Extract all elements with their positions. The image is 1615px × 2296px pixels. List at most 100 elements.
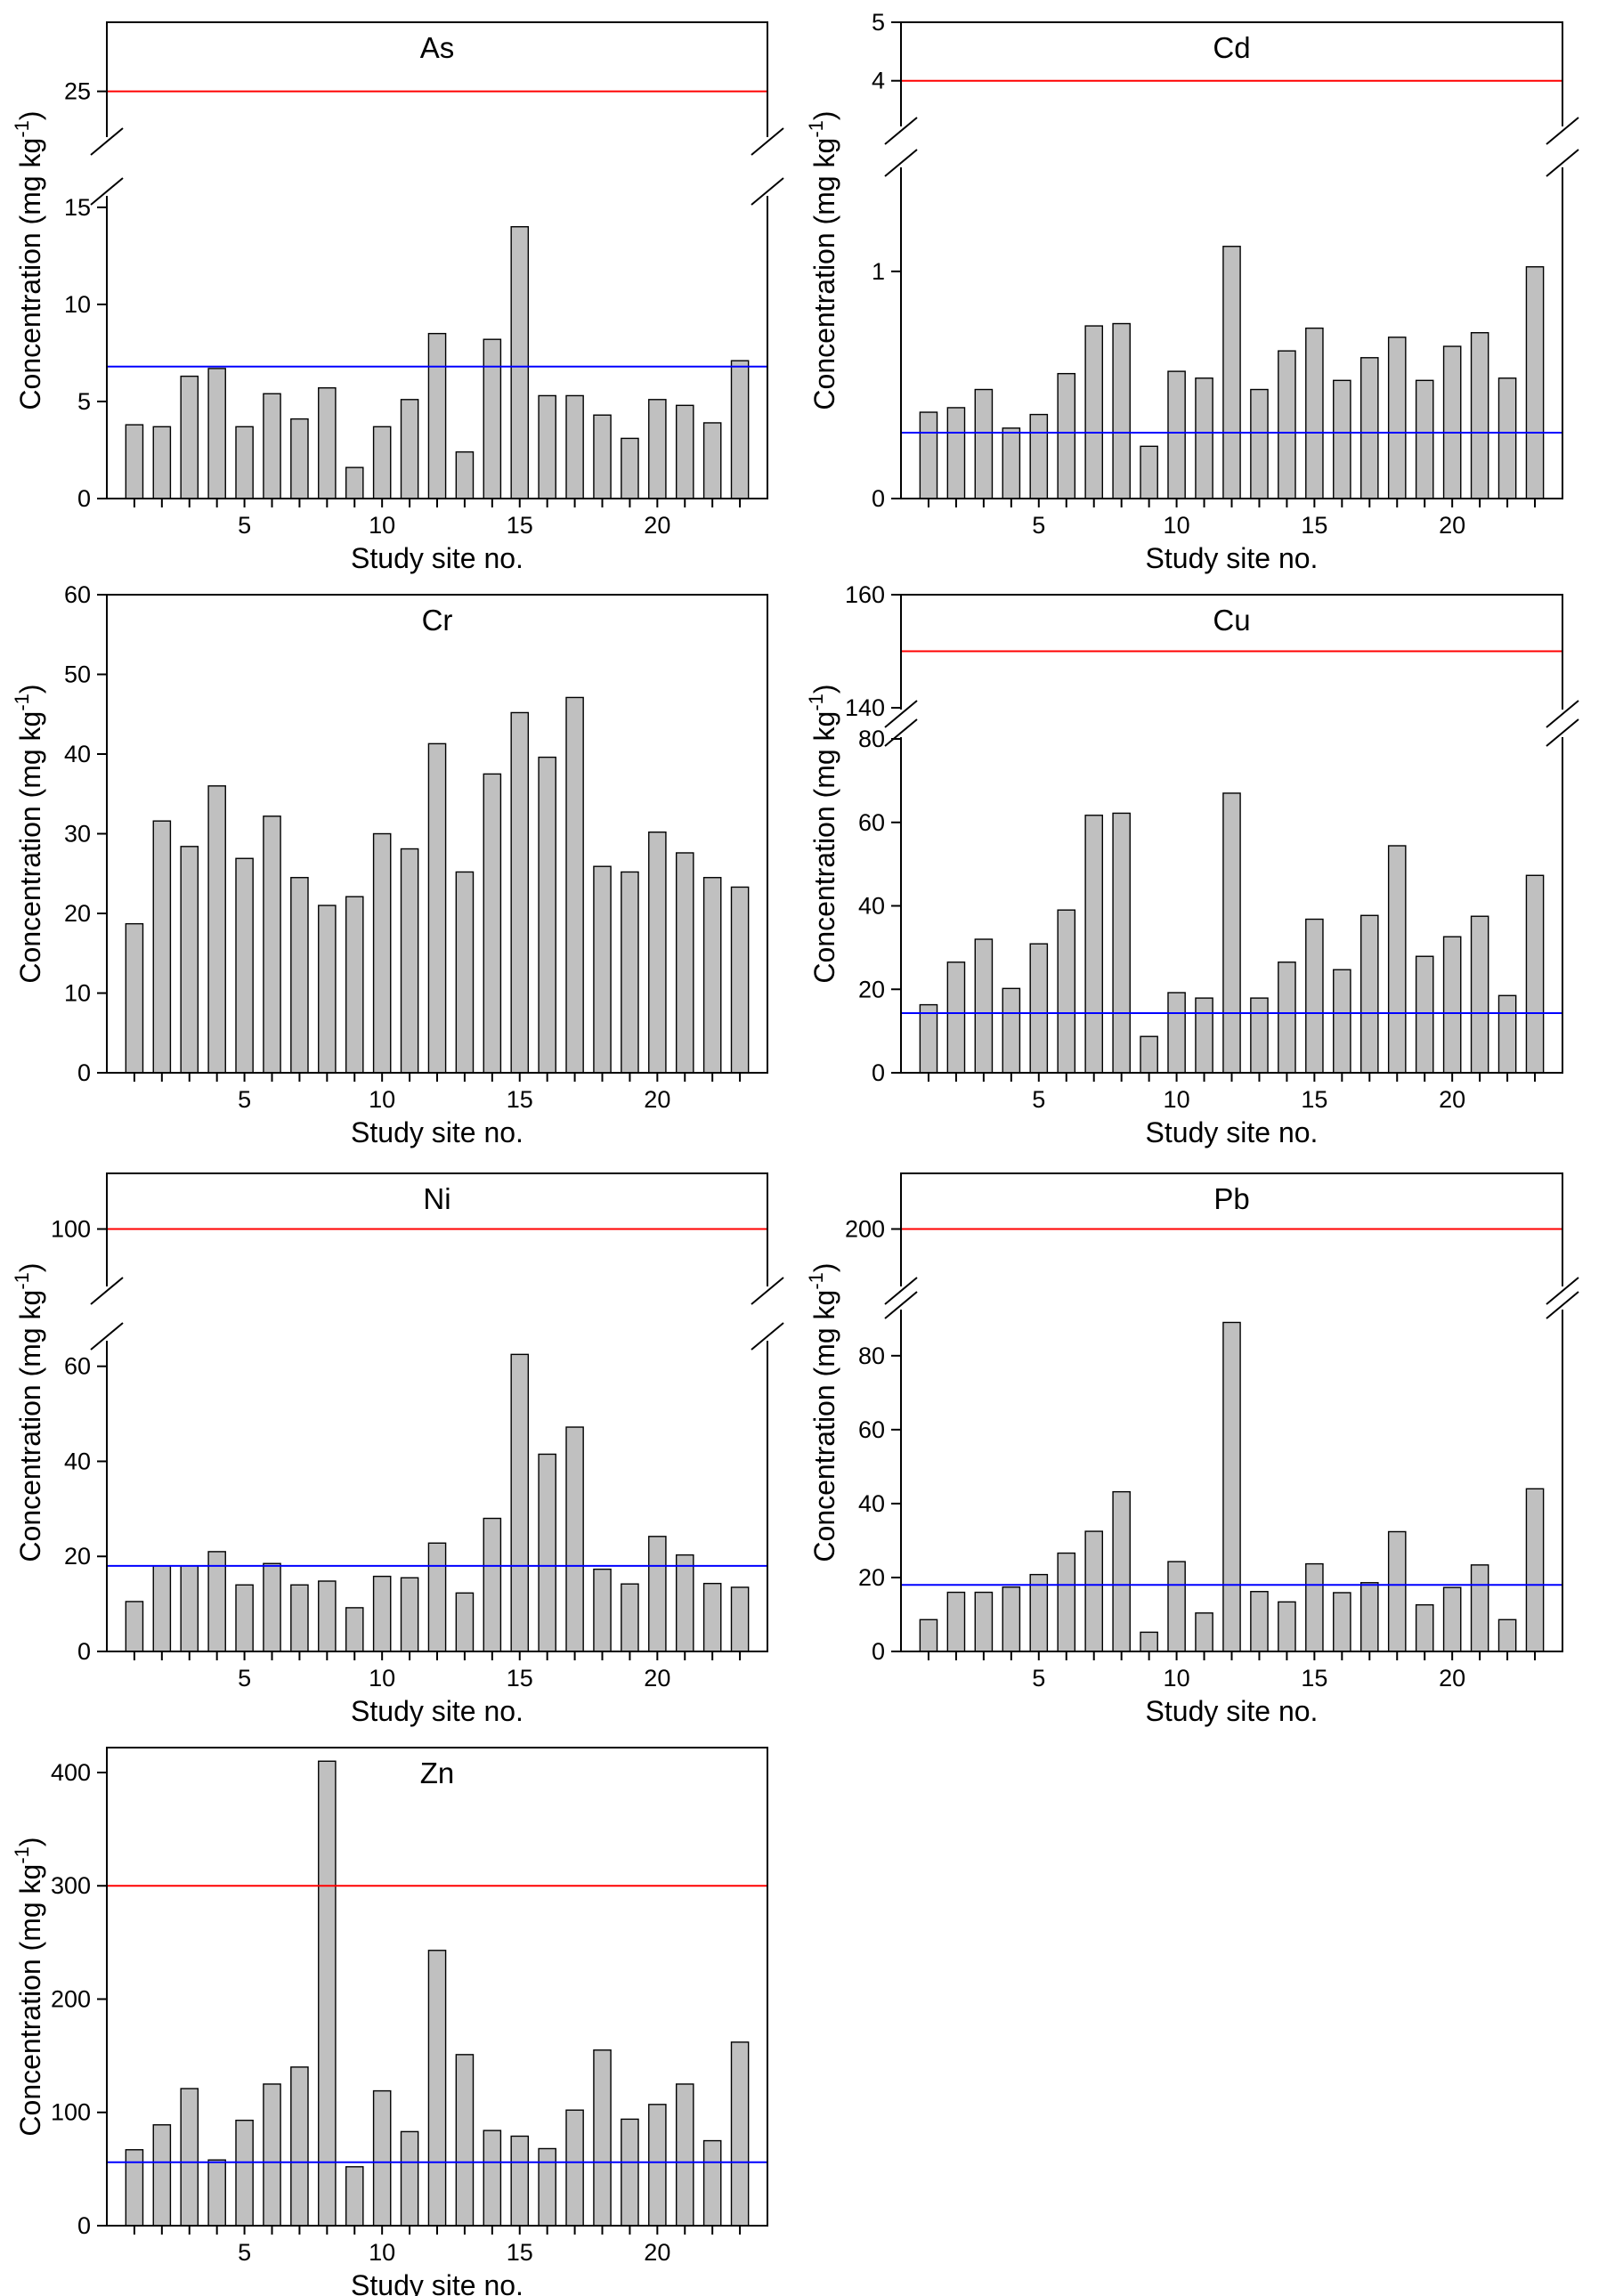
bar-site-7 [1084, 815, 1103, 1074]
bar-site-17 [1359, 914, 1379, 1074]
bar-site-9 [345, 896, 364, 1074]
y-tick-label: 5 [77, 388, 91, 415]
bar-site-22 [702, 877, 722, 1074]
x-tick-label: 15 [507, 1665, 533, 1692]
bar-site-6 [1057, 372, 1076, 499]
bar-site-3 [974, 938, 994, 1074]
bar-site-12 [427, 1950, 447, 2227]
y-tick-label: 0 [77, 485, 91, 512]
x-axis-label: Study site no. [1146, 542, 1319, 574]
x-axis-label: Study site no. [351, 542, 523, 574]
bar-site-13 [455, 2054, 475, 2227]
y-tick-label: 40 [64, 1448, 91, 1474]
bar-site-13 [455, 1592, 475, 1652]
bar-site-18 [593, 1568, 612, 1652]
bar-site-11 [400, 848, 419, 1074]
bar-site-1 [125, 2149, 144, 2227]
y-tick-label: 20 [64, 1543, 91, 1570]
bar-site-19 [621, 871, 639, 1074]
bar-site-3 [974, 1591, 994, 1652]
bar-site-4 [207, 368, 226, 499]
bar-site-15 [1305, 1562, 1324, 1652]
chart-panel-ni: 0 20 40 60 100 5 10 15 20 Ni Study site no. Concent… [11, 1172, 790, 1727]
x-tick-label: 15 [507, 512, 533, 539]
panel-title: As [420, 31, 455, 64]
bar-site-7 [290, 877, 309, 1074]
bar-site-16 [538, 1453, 556, 1652]
y-tick-label: 40 [858, 893, 885, 920]
bar-site-18 [593, 2049, 612, 2227]
panel-title: Pb [1213, 1182, 1249, 1215]
x-tick-label: 5 [238, 1086, 251, 1113]
y-tick-label: 0 [872, 485, 885, 512]
bar-site-11 [1195, 1612, 1213, 1652]
axis-break-mark-left-lower [90, 1322, 124, 1351]
x-tick-label: 5 [238, 1665, 251, 1692]
bar-site-5 [1029, 943, 1049, 1074]
bar-site-4 [207, 785, 226, 1074]
x-tick-label: 20 [1439, 1665, 1465, 1692]
y-tick-label: 60 [858, 1416, 885, 1443]
bar-site-8 [318, 1580, 337, 1652]
bar-site-23 [730, 2041, 750, 2227]
bar-site-22 [702, 1582, 722, 1652]
y-tick-label: 0 [77, 2212, 91, 2239]
bar-site-11 [400, 1577, 419, 1652]
y-tick-label: 60 [858, 809, 885, 836]
bar-site-3 [974, 388, 994, 499]
bar-site-23 [730, 886, 750, 1074]
bar-site-12 [1222, 1321, 1241, 1652]
bar-site-20 [648, 2104, 667, 2227]
bar-site-21 [1470, 915, 1489, 1074]
bar-site-1 [125, 424, 144, 499]
bar-site-4 [1002, 427, 1021, 499]
chart-panel-pb: 0 20 40 60 80 200 5 10 15 20 Pb Study site no. Conce… [805, 1172, 1585, 1727]
bar-site-1 [125, 922, 144, 1074]
bar-site-6 [263, 393, 281, 499]
bar-site-22 [702, 422, 722, 499]
bar-site-2 [152, 426, 172, 499]
y-tick-label: 80 [858, 726, 885, 752]
y-axis-label: Concentration (mg kg-1) [11, 684, 46, 983]
x-tick-label: 5 [1032, 1665, 1045, 1692]
axis-break-mark-left-upper [90, 1277, 124, 1305]
chart-panel-zn: 0 100 200 300 400 5 10 15 20 Zn Study site no. Conc… [11, 1747, 768, 2296]
bar-site-3 [180, 846, 199, 1074]
bar-site-17 [1359, 1582, 1379, 1652]
panel-title: Ni [423, 1182, 450, 1215]
chart-panel-cd: 0 1 4 5 5 10 15 20 Cd Study site no. Concentration… [805, 9, 1585, 574]
bar-site-6 [1057, 909, 1076, 1074]
y-axis-label: Concentration (mg kg-1) [11, 110, 46, 410]
x-tick-label: 20 [644, 512, 670, 539]
y-tick-label: 0 [872, 1059, 885, 1086]
y-tick-label: 60 [64, 1353, 91, 1380]
y-axis-label: Concentration (mg kg-1) [805, 110, 840, 410]
y-tick-label: 5 [872, 9, 885, 36]
x-tick-label: 5 [238, 2239, 251, 2266]
y-tick-label: 300 [51, 1872, 91, 1899]
axis-break-mark-right-lower [751, 177, 784, 206]
x-tick-label: 15 [507, 1086, 533, 1113]
y-tick-label: 40 [64, 741, 91, 767]
bar-site-17 [565, 2109, 584, 2227]
y-tick-label: 400 [51, 1759, 91, 1786]
bar-site-7 [1084, 325, 1103, 499]
bar-site-5 [1029, 1573, 1049, 1652]
y-tick-label: 60 [64, 581, 91, 608]
bar-site-1 [919, 1003, 938, 1074]
bar-site-15 [510, 711, 530, 1074]
y-axis-label: Concentration (mg kg-1) [805, 684, 840, 983]
bar-site-5 [235, 857, 254, 1074]
axis-break-mark-left-upper [884, 1277, 918, 1305]
bar-site-8 [1112, 1490, 1131, 1652]
bar-site-10 [1167, 1561, 1186, 1652]
bar-site-23 [1525, 874, 1545, 1074]
bar-site-8 [318, 387, 337, 499]
axis-break-mark-right-lower [1546, 149, 1579, 177]
x-tick-label: 5 [1032, 1086, 1045, 1113]
bar-site-12 [427, 1542, 447, 1652]
bar-site-17 [565, 696, 584, 1074]
bar-site-17 [565, 1426, 584, 1652]
x-tick-label: 20 [644, 2239, 670, 2266]
bar-site-2 [946, 407, 966, 499]
